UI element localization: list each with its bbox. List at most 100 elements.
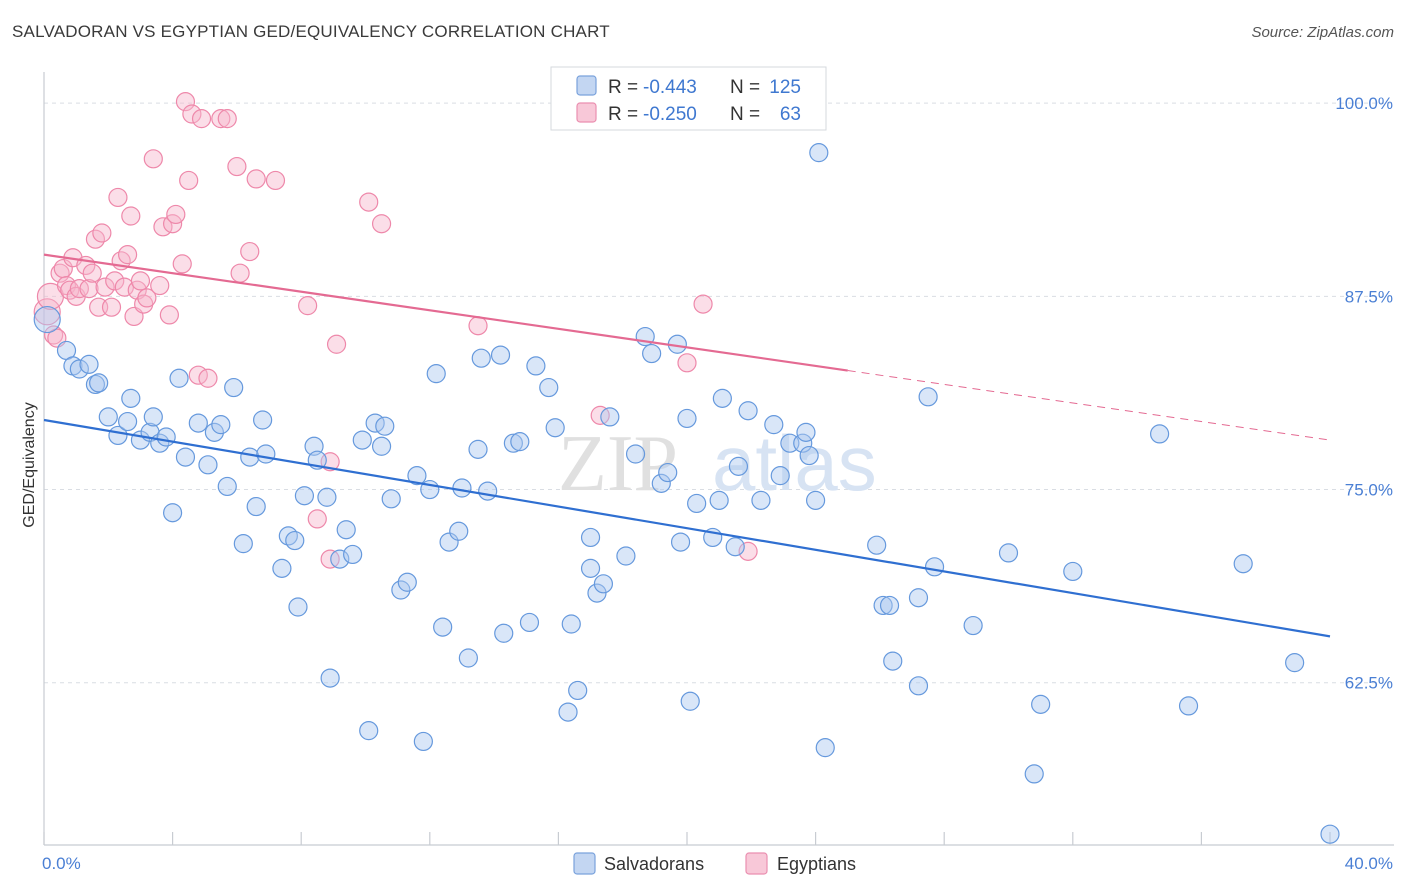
salvadoran-point-28	[253, 410, 273, 430]
salvadoran-point-18	[175, 447, 196, 467]
salvadoran-point-13	[143, 407, 163, 427]
legend-egyptians-swatch[interactable]	[745, 852, 768, 875]
salvadoran-point-17	[169, 368, 189, 388]
salvadoran-point-83	[658, 462, 678, 483]
egyptian-point-17	[95, 277, 115, 297]
legend-egyptians-label[interactable]: Egyptians	[777, 854, 856, 874]
salvadoran-point-103	[809, 143, 829, 163]
salvadoran-point-9	[117, 411, 138, 432]
salvadoran-point-110	[908, 676, 929, 696]
trend-lines	[43, 253, 1331, 638]
salvadoran-point-99	[793, 433, 813, 453]
salvadoran-point-117	[1063, 561, 1083, 582]
egyptian-point-51	[307, 509, 327, 529]
egyptians-trend-line-dashed	[847, 370, 1331, 441]
salvadoran-point-45	[371, 436, 392, 456]
legend-r-label-2: R =	[608, 104, 643, 125]
y-tick-label-0: 100.0%	[1335, 94, 1393, 113]
salvadoran-point-59	[468, 439, 488, 459]
salvadoran-point-27	[246, 496, 266, 517]
legend-salvadorans-label[interactable]: Salvadorans	[604, 854, 704, 874]
egyptian-point-33	[159, 305, 179, 325]
salvadoran-point-104	[815, 738, 835, 758]
egyptian-point-44	[217, 109, 237, 129]
egyptians-trend-line	[43, 253, 848, 372]
salvadoran-point-100	[796, 422, 816, 442]
salvadoran-point-62	[490, 345, 511, 365]
salvadoran-point-7	[98, 407, 118, 427]
salvadoran-point-97	[770, 466, 790, 486]
axes	[43, 72, 1394, 846]
egyptian-point-42	[198, 368, 218, 388]
egyptian-point-10	[69, 279, 89, 299]
egyptian-point-46	[230, 263, 250, 283]
salvadoran-point-85	[670, 532, 691, 552]
salvadoran-point-116	[1031, 694, 1051, 714]
salvadorans-trend-line	[43, 418, 1331, 638]
salvadoran-point-51	[413, 731, 433, 752]
egyptians-points	[33, 92, 758, 569]
salvadoran-point-34	[294, 486, 315, 506]
salvadoran-point-66	[519, 612, 540, 633]
egyptian-point-53	[320, 549, 340, 569]
salvadoran-point-49	[397, 572, 417, 592]
salvadoran-point-93	[728, 456, 749, 476]
salvadoran-point-56	[449, 521, 469, 541]
salvadorans-points	[33, 143, 1340, 844]
salvadoran-point-96	[764, 415, 784, 435]
salvadoran-point-121	[1285, 653, 1305, 673]
legend-r-label-1: R =	[608, 77, 643, 98]
salvadoran-point-23	[217, 476, 237, 497]
salvadoran-point-76	[593, 574, 614, 594]
salvadoran-point-39	[330, 549, 350, 569]
salvadoran-point-71	[561, 614, 581, 634]
salvadoran-point-68	[539, 377, 559, 398]
salvadoran-point-119	[1178, 696, 1199, 716]
salvadoran-point-105	[867, 535, 887, 555]
egyptian-point-2	[44, 325, 64, 345]
salvadoran-point-42	[352, 430, 372, 450]
legend-salvadorans-swatch[interactable]	[573, 852, 596, 875]
salvadoran-point-120	[1233, 554, 1253, 574]
egyptian-point-50	[298, 296, 318, 316]
salvadoran-point-90	[709, 490, 729, 510]
legend-n-value-2: 63	[780, 104, 801, 125]
salvadoran-point-37	[317, 487, 337, 507]
egyptian-point-58	[590, 405, 610, 425]
egyptian-point-45	[227, 156, 247, 177]
egyptian-point-43	[211, 109, 231, 129]
egyptian-point-12	[79, 279, 99, 299]
svg-text:R = -0.443 N =: R = -0.443 N = 125	[608, 77, 801, 98]
egyptian-point-54	[326, 334, 347, 354]
stats-legend: R = -0.443 N = 125 R = -0.250 N = 63	[550, 66, 827, 131]
salvadoran-point-118	[1150, 424, 1170, 444]
salvadoran-point-101	[799, 445, 819, 466]
salvadoran-point-81	[642, 343, 662, 364]
egyptian-point-30	[143, 149, 163, 169]
salvadoran-point-53	[426, 364, 446, 384]
egyptian-point-13	[82, 263, 102, 283]
salvadoran-point-21	[204, 422, 224, 442]
salvadoran-point-92	[725, 537, 745, 557]
salvadoran-point-63	[494, 623, 514, 643]
y-tick-label-1: 87.5%	[1345, 287, 1393, 306]
salvadoran-point-108	[883, 651, 903, 671]
salvadoran-point-55	[439, 532, 459, 552]
legend-swatch-pink	[576, 102, 597, 123]
egyptian-point-55	[359, 192, 379, 212]
egyptian-point-41	[191, 109, 212, 129]
y-tick-labels: 100.0% 87.5% 75.0% 62.5%	[1335, 94, 1393, 693]
salvadoran-point-67	[526, 356, 546, 376]
salvadoran-point-4	[79, 354, 99, 374]
salvadoran-point-40	[336, 520, 356, 540]
salvadoran-point-5	[85, 374, 106, 395]
source-label: Source: ZipAtlas.com	[1251, 24, 1394, 41]
salvadoran-point-86	[677, 408, 697, 429]
egyptian-point-38	[179, 170, 199, 191]
salvadoran-point-48	[391, 580, 411, 600]
salvadoran-point-65	[510, 432, 530, 452]
salvadoran-point-6	[89, 373, 109, 393]
y-tick-label-2: 75.0%	[1345, 481, 1393, 500]
salvadoran-point-16	[163, 503, 183, 523]
